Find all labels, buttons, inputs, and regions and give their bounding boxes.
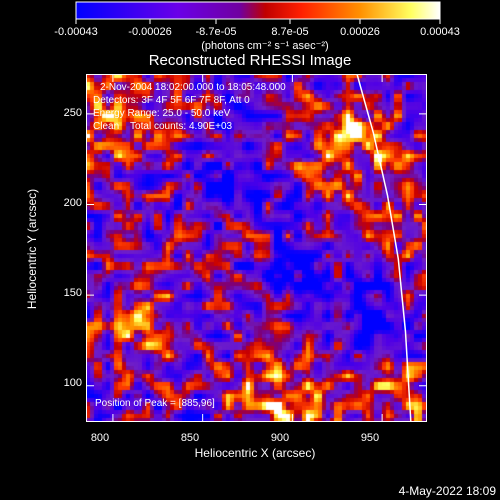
annotation-energy: Energy Range: 25.0 - 50.0 keV: [93, 108, 231, 119]
annotation-clean: Clean Total counts: 4.90E+03: [93, 121, 233, 132]
x-axis-label: Heliocentric X (arcsec): [194, 446, 316, 460]
x-tick-label-900: 900: [270, 432, 290, 444]
x-tick-label-950: 950: [360, 432, 380, 444]
colorbar-tick-label-1: -0.00026: [128, 26, 172, 38]
y-tick-label-100: 100: [63, 377, 82, 389]
y-axis-label: Heliocentric Y (arcsec): [25, 188, 39, 310]
colorbar-tick-label-0: -0.00043: [54, 26, 98, 38]
plot-overlay: [86, 74, 427, 422]
solar-limb-curve: [356, 74, 412, 422]
axis-ticks: [86, 74, 427, 422]
footer-timestamp: 4-May-2022 18:09: [398, 484, 496, 498]
x-tick-label-800: 800: [90, 432, 110, 444]
heatmap-image: [86, 74, 427, 422]
colorbar-unit-label: (photons cm⁻² s⁻¹ asec⁻²): [201, 40, 329, 52]
y-tick-label-200: 200: [63, 197, 82, 209]
annotation-time: 2-Nov-2004 18:02:00.000 to 18:05:48.000: [100, 82, 286, 93]
annotation-peak: Position of Peak = [885,96]: [95, 398, 215, 409]
colorbar-gradient: [75, 1, 441, 20]
colorbar-tick-label-2: -8.7e-05: [195, 26, 237, 38]
y-tick-label-150: 150: [63, 287, 82, 299]
y-tick-label-250: 250: [63, 107, 82, 119]
chart-title: Reconstructed RHESSI Image: [148, 52, 352, 69]
annotation-detectors: Detectors: 3F 4F 5F 6F 7F 8F, Att 0: [93, 95, 250, 106]
colorbar-ticks: [75, 19, 441, 24]
colorbar: [75, 1, 441, 24]
colorbar-tick-label-5: 0.00043: [420, 26, 460, 38]
x-tick-label-850: 850: [180, 432, 200, 444]
colorbar-tick-label-4: 0.00026: [340, 26, 380, 38]
colorbar-tick-label-3: 8.7e-05: [271, 26, 309, 38]
plot-frame: [86, 74, 427, 422]
